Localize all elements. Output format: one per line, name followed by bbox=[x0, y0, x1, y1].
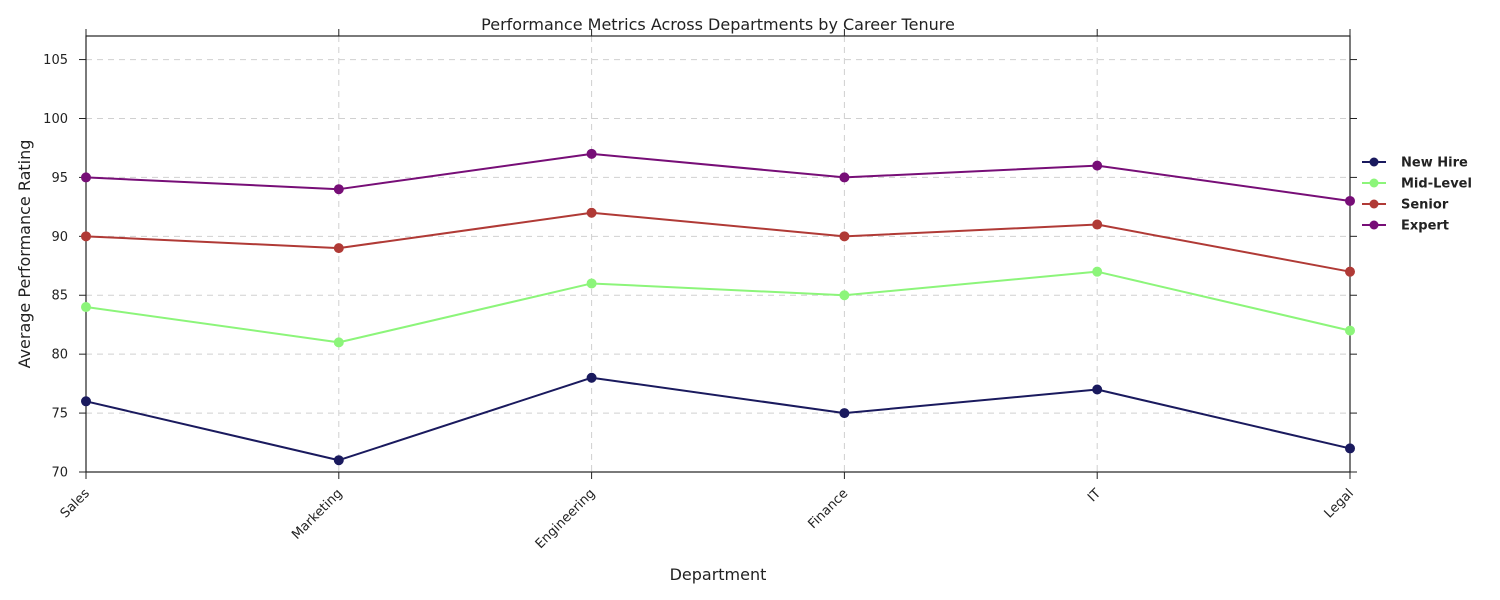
x-tick-label: Finance bbox=[805, 486, 851, 532]
data-point bbox=[1345, 195, 1355, 206]
x-tick-label: Marketing bbox=[289, 486, 345, 542]
legend-label: Mid-Level bbox=[1401, 177, 1472, 192]
data-point bbox=[839, 408, 850, 419]
y-tick-label: 75 bbox=[51, 407, 68, 422]
series-mid-level bbox=[81, 266, 1355, 348]
data-point bbox=[1092, 266, 1103, 277]
y-tick-label: 100 bbox=[43, 112, 68, 127]
data-point bbox=[586, 372, 597, 383]
data-point bbox=[1345, 325, 1355, 336]
x-tick-label: Sales bbox=[58, 486, 93, 521]
legend-label: Senior bbox=[1401, 198, 1449, 213]
data-point bbox=[839, 290, 850, 301]
legend-item: Senior bbox=[1362, 198, 1449, 213]
series-line bbox=[85, 376, 1351, 462]
data-point bbox=[586, 148, 597, 159]
legend-item: New Hire bbox=[1362, 156, 1468, 171]
series-expert bbox=[81, 148, 1355, 206]
legend-item: Expert bbox=[1362, 219, 1449, 234]
series-lines bbox=[81, 148, 1355, 466]
legend-item: Mid-Level bbox=[1362, 177, 1472, 192]
series-senior bbox=[81, 207, 1355, 277]
y-tick-label: 70 bbox=[51, 466, 68, 481]
legend-swatch-marker bbox=[1369, 199, 1379, 209]
axis-ticks bbox=[79, 29, 1357, 479]
tick-labels: 70 75 80 85 90 95 100 105 Sales Marketing Engineer… bbox=[43, 53, 1357, 552]
series-line bbox=[85, 211, 1351, 273]
data-point bbox=[81, 302, 91, 313]
series-new-hire bbox=[81, 372, 1355, 466]
data-point bbox=[81, 396, 91, 407]
data-point bbox=[333, 184, 344, 195]
y-axis-title: Average Performance Rating bbox=[15, 140, 34, 369]
legend-swatch-marker bbox=[1369, 157, 1379, 167]
chart-title: Performance Metrics Across Departments b… bbox=[481, 15, 955, 34]
data-point bbox=[1345, 266, 1355, 277]
y-tick-label: 90 bbox=[51, 230, 68, 245]
data-point bbox=[1092, 219, 1103, 230]
x-tick-label: Engineering bbox=[533, 486, 599, 552]
legend: New Hire Mid-Level Senior Expert bbox=[1362, 156, 1472, 234]
y-tick-label: 105 bbox=[43, 53, 68, 68]
data-point bbox=[333, 337, 344, 348]
grid bbox=[86, 36, 1350, 472]
data-point bbox=[586, 278, 597, 289]
data-point bbox=[333, 243, 344, 254]
legend-swatch-marker bbox=[1369, 178, 1379, 188]
data-point bbox=[1092, 160, 1103, 171]
data-point bbox=[81, 172, 91, 183]
data-point bbox=[333, 455, 344, 466]
y-tick-label: 85 bbox=[51, 289, 68, 304]
x-tick-label: Legal bbox=[1322, 486, 1357, 521]
data-point bbox=[839, 231, 850, 242]
data-point bbox=[81, 231, 91, 242]
x-tick-label: IT bbox=[1085, 486, 1104, 505]
series-line bbox=[85, 270, 1351, 344]
x-axis-title: Department bbox=[670, 565, 767, 584]
legend-label: New Hire bbox=[1401, 156, 1468, 171]
y-tick-label: 95 bbox=[51, 171, 68, 186]
data-point bbox=[839, 172, 850, 183]
data-point bbox=[1345, 443, 1355, 454]
data-point bbox=[586, 207, 597, 218]
y-tick-label: 80 bbox=[51, 348, 68, 363]
series-line bbox=[85, 152, 1351, 202]
plot-frame bbox=[85, 35, 1351, 473]
legend-swatch-marker bbox=[1369, 220, 1379, 230]
data-point bbox=[1092, 384, 1103, 395]
legend-label: Expert bbox=[1401, 219, 1449, 234]
